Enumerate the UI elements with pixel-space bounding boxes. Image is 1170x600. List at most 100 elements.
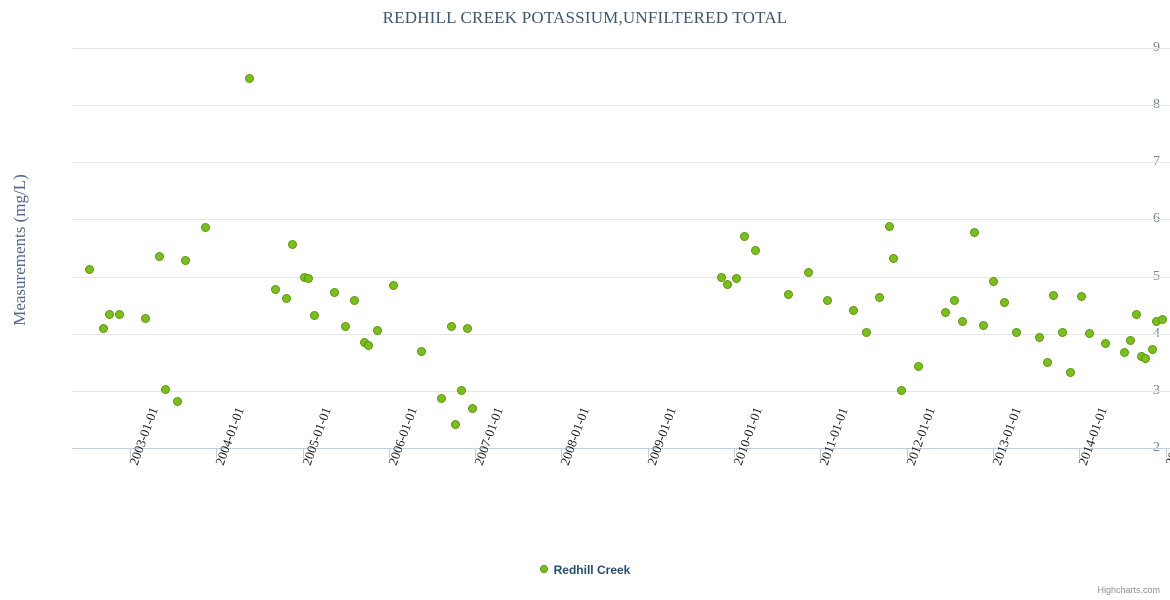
x-tick-mark [302,448,304,458]
data-point[interactable] [1049,290,1059,300]
gridline [72,219,1170,221]
data-point[interactable] [1034,332,1044,342]
chart-legend[interactable]: Redhill Creek [0,562,1170,577]
data-point[interactable] [784,290,794,300]
data-point[interactable] [1100,338,1110,348]
x-tick-mark [388,448,390,458]
y-tick-label-8: 8 [1114,98,1170,112]
data-point[interactable] [1132,310,1142,320]
data-point[interactable] [723,279,733,289]
x-tick-mark [216,448,218,458]
legend-label: Redhill Creek [553,562,631,577]
data-point[interactable] [115,309,125,319]
data-point[interactable] [731,274,741,284]
data-point[interactable] [861,328,871,338]
data-point[interactable] [363,340,373,350]
data-point[interactable] [309,310,319,320]
data-point[interactable] [717,273,727,283]
data-point[interactable] [288,239,298,249]
data-point[interactable] [1085,328,1095,338]
data-point[interactable] [1066,368,1076,378]
chart-title: REDHILL CREEK POTASSIUM,UNFILTERED TOTAL [382,8,788,27]
data-point[interactable] [1011,327,1021,337]
x-tick-mark [561,448,563,458]
x-tick-mark [734,448,736,458]
y-tick-label-4: 4 [1114,326,1170,341]
data-point[interactable] [1000,298,1010,308]
data-point[interactable] [1043,358,1053,368]
gridline [72,276,1170,278]
x-tick-mark [129,448,131,458]
data-point[interactable] [888,254,898,264]
data-point[interactable] [417,346,427,356]
data-point[interactable] [436,394,446,404]
data-point[interactable] [85,265,95,275]
y-axis-title: Measurements (mg/L) [10,174,29,326]
data-point[interactable] [450,419,460,429]
data-point[interactable] [896,386,906,396]
plot-area [72,48,1170,449]
data-point[interactable] [104,310,114,320]
data-point[interactable] [750,246,760,256]
data-point[interactable] [941,308,951,318]
data-point[interactable] [462,323,472,333]
data-point[interactable] [181,256,191,266]
x-tick-mark [1165,448,1167,458]
data-point[interactable] [1076,292,1086,302]
y-tick-label-2: 2 [1114,441,1170,455]
data-point[interactable] [244,74,254,84]
data-point[interactable] [329,288,339,298]
x-tick-mark [820,448,822,458]
x-tick-mark [906,448,908,458]
data-point[interactable] [154,251,164,261]
data-point[interactable] [949,295,959,305]
x-axis-line [72,448,1170,449]
data-point[interactable] [970,228,980,238]
data-point[interactable] [271,284,281,294]
data-point[interactable] [1057,328,1067,338]
data-point[interactable] [875,292,885,302]
data-point[interactable] [172,397,182,407]
x-tick-mark [647,448,649,458]
data-point[interactable] [457,386,467,396]
data-point[interactable] [200,222,210,232]
data-point[interactable] [1119,348,1129,358]
data-point[interactable] [141,314,151,324]
x-tick-mark [993,448,995,458]
data-point[interactable] [823,296,833,306]
data-point[interactable] [1125,336,1135,346]
data-point[interactable] [958,316,968,326]
data-point[interactable] [98,323,108,333]
y-tick-label-5: 5 [1114,269,1170,284]
data-point[interactable] [282,293,292,303]
data-point[interactable] [467,403,477,413]
gridline [72,48,1170,49]
data-point[interactable] [848,306,858,316]
data-point[interactable] [1147,344,1157,354]
data-point[interactable] [1141,353,1151,363]
x-tick-mark [1079,448,1081,458]
gridline [72,162,1170,164]
gridline [72,333,1170,335]
data-point[interactable] [1158,314,1168,324]
data-point[interactable] [447,322,457,332]
y-tick-label-7: 7 [1114,155,1170,169]
data-point[interactable] [803,268,813,278]
data-point[interactable] [303,273,313,283]
y-tick-label-3: 3 [1114,383,1170,398]
data-point[interactable] [989,276,999,286]
data-point[interactable] [373,325,383,335]
y-tick-label-9: 9 [1114,41,1170,55]
data-point[interactable] [913,362,923,372]
x-tick-mark [475,448,477,458]
data-point[interactable] [740,232,750,242]
data-point[interactable] [978,321,988,331]
credits-label[interactable]: Highcharts.com [1097,585,1160,595]
legend-item[interactable]: Redhill Creek [539,562,631,577]
data-point[interactable] [340,321,350,331]
data-point[interactable] [350,295,360,305]
data-point[interactable] [388,281,398,291]
data-point[interactable] [884,221,894,231]
data-point[interactable] [161,385,171,395]
